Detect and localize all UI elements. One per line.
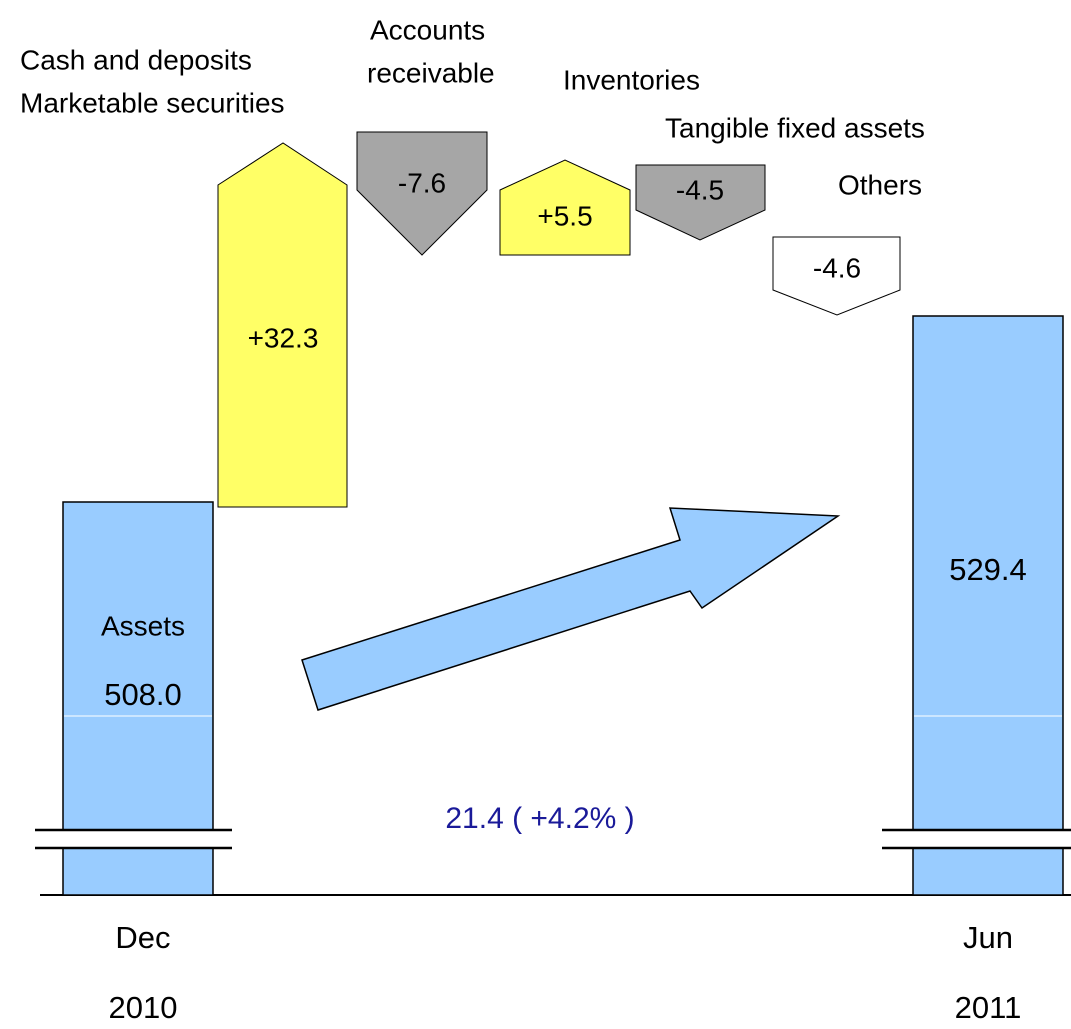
- step-label: Cash and deposits: [20, 44, 252, 75]
- step-shape: [772, 236, 901, 316]
- step-label: receivable: [367, 57, 495, 88]
- start-label: Assets: [101, 610, 185, 641]
- end-value: 529.4: [949, 552, 1027, 587]
- step-value: -4.5: [676, 174, 724, 205]
- axis-break: [35, 830, 232, 848]
- change-label: 21.4 ( +4.2% ): [445, 802, 634, 835]
- step-value: -7.6: [398, 167, 446, 198]
- step-value: +32.3: [248, 322, 319, 353]
- year: 2010: [109, 990, 178, 1025]
- step-value: +5.5: [537, 200, 592, 231]
- step-value: -4.6: [813, 252, 861, 283]
- start-value: 508.0: [104, 677, 182, 712]
- step-shape: [217, 142, 348, 508]
- step-shape: [356, 131, 488, 256]
- period: Dec: [115, 920, 170, 955]
- step-shape: [635, 164, 766, 241]
- step-label: Tangible fixed assets: [665, 112, 925, 143]
- end-bar: [912, 315, 1064, 896]
- axis-break: [882, 830, 1071, 848]
- step-shape: [499, 159, 631, 256]
- period: Jun: [963, 920, 1013, 955]
- step-label: Marketable securities: [20, 87, 285, 118]
- step-label: Inventories: [563, 64, 700, 95]
- trend-arrow: [301, 507, 841, 711]
- step-label: Accounts: [370, 14, 485, 45]
- year: 2011: [955, 990, 1022, 1025]
- step-label: Others: [838, 169, 922, 200]
